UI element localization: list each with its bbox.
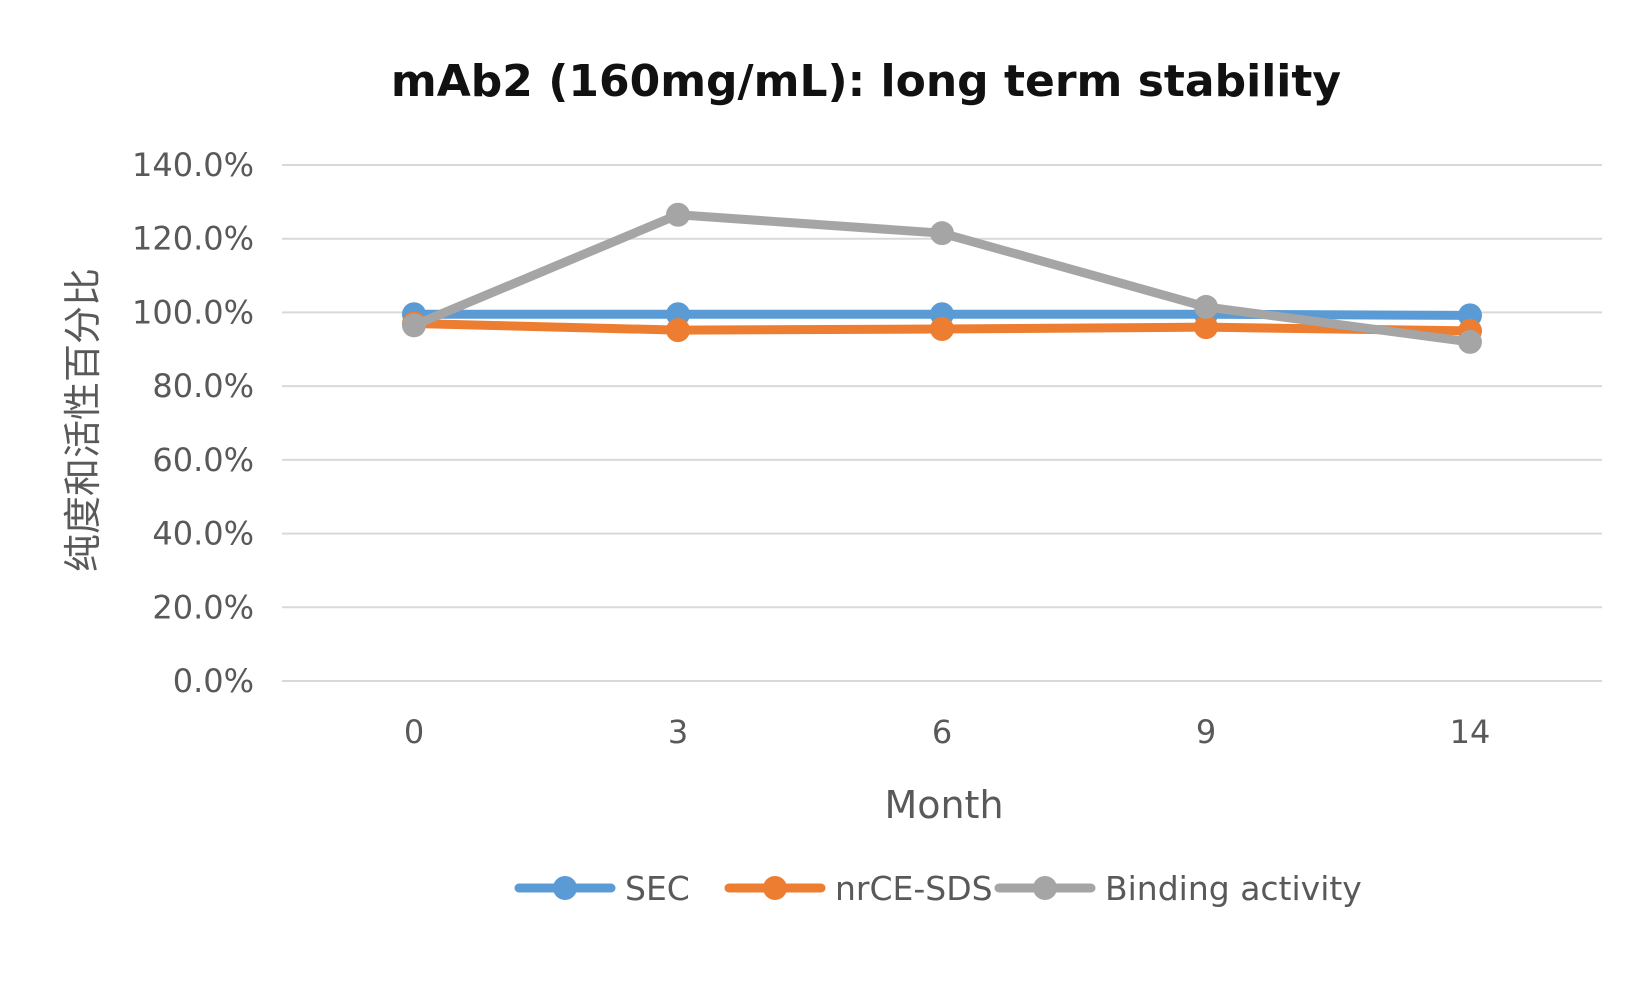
y-tick-label: 20.0% bbox=[152, 588, 254, 626]
series-binding-activity bbox=[402, 202, 1482, 354]
y-tick-label: 40.0% bbox=[152, 515, 254, 553]
legend: SEC nrCE-SDS Binding activity bbox=[514, 869, 1362, 908]
y-tick-label: 0.0% bbox=[173, 662, 254, 700]
legend-swatch-marker bbox=[1033, 876, 1057, 900]
x-tick-label: 3 bbox=[668, 713, 688, 751]
legend-label: SEC bbox=[625, 869, 690, 908]
y-tick-label: 140.0% bbox=[132, 146, 254, 184]
x-tick-label: 9 bbox=[1196, 713, 1216, 751]
y-tick-label: 120.0% bbox=[132, 220, 254, 258]
data-point bbox=[1194, 315, 1218, 340]
legend-swatch-marker bbox=[763, 876, 787, 900]
data-point bbox=[930, 317, 954, 342]
legend-item: SEC bbox=[514, 869, 690, 908]
legend-item: Binding activity bbox=[994, 869, 1362, 908]
x-axis-label: Month bbox=[884, 783, 1003, 827]
y-axis-label: 纯度和活性百分比 bbox=[61, 268, 105, 572]
x-tick-label: 6 bbox=[932, 713, 952, 751]
data-point bbox=[930, 221, 954, 246]
legend-item: nrCE-SDS bbox=[724, 869, 993, 908]
y-tick-label: 100.0% bbox=[132, 293, 254, 331]
series-lines bbox=[402, 202, 1482, 354]
x-tick-label: 14 bbox=[1450, 713, 1491, 751]
y-tick-label: 80.0% bbox=[152, 367, 254, 405]
data-point bbox=[666, 202, 690, 227]
data-point bbox=[666, 318, 690, 343]
legend-label: Binding activity bbox=[1105, 869, 1362, 908]
y-axis-ticks: 0.0% 20.0% 40.0% 60.0% 80.0% 100.0% 120.0% 140.… bbox=[132, 146, 254, 700]
legend-swatch-marker bbox=[553, 876, 577, 900]
legend-label: nrCE-SDS bbox=[835, 869, 993, 908]
data-point bbox=[1194, 294, 1218, 319]
data-point bbox=[402, 313, 426, 338]
chart-title: mAb2 (160mg/mL): long term stability bbox=[391, 56, 1341, 107]
x-tick-label: 0 bbox=[404, 713, 424, 751]
x-axis-ticks: 0 3 6 9 14 bbox=[404, 713, 1491, 751]
y-tick-label: 60.0% bbox=[152, 441, 254, 479]
data-point bbox=[1458, 329, 1482, 354]
